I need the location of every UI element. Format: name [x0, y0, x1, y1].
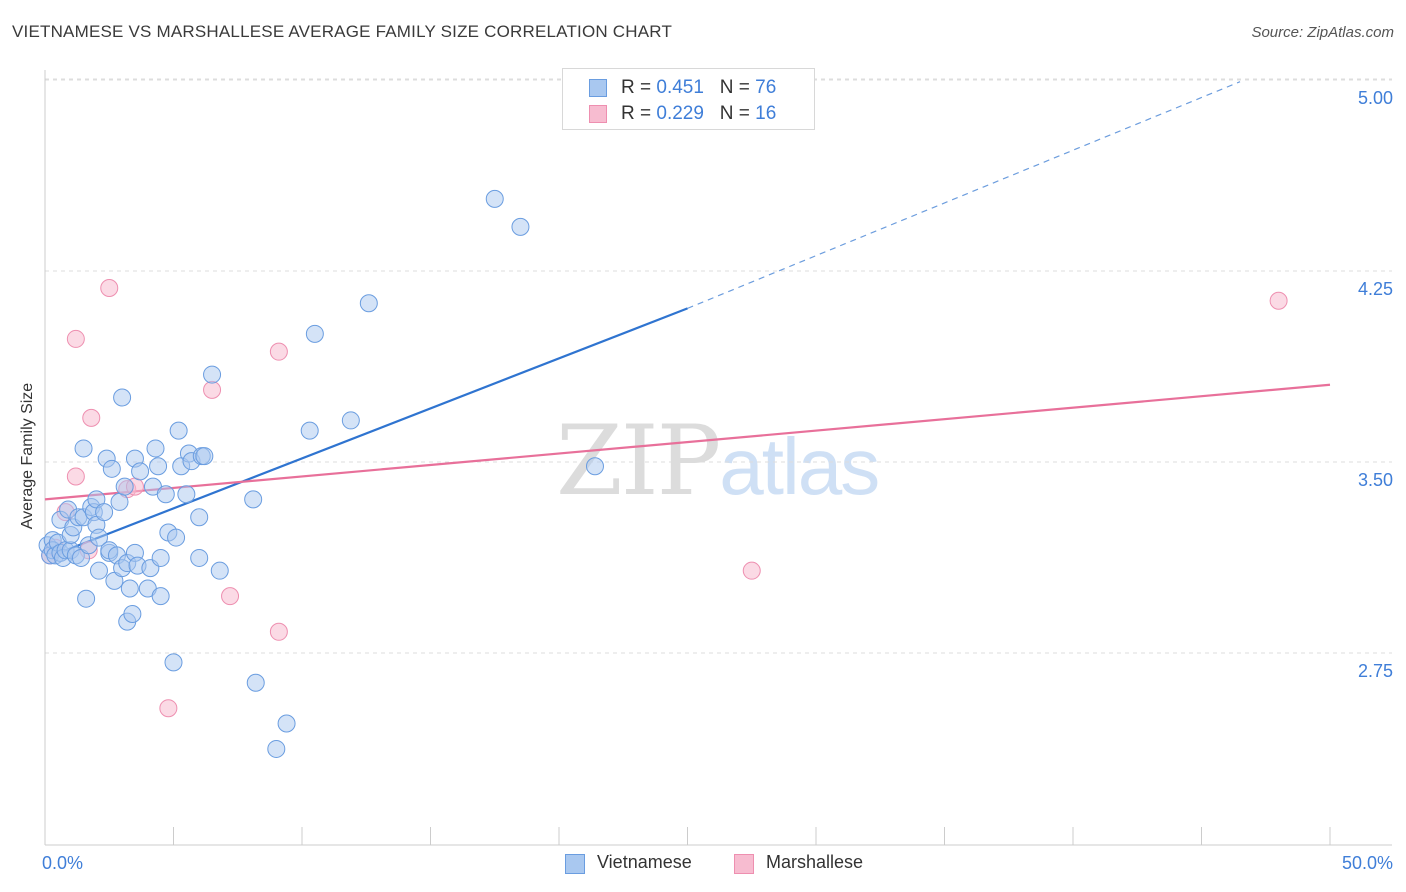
y-tick-label: 4.25: [1358, 279, 1393, 299]
vietnamese-point: [203, 365, 222, 384]
vietnamese-point: [277, 714, 296, 733]
vietnamese-n-value: 76: [755, 77, 777, 98]
x-tick-label-max: 50.0%: [1342, 853, 1393, 873]
marshallese-trend-line: [44, 383, 1331, 501]
marshallese-legend-label: Marshallese: [766, 852, 864, 872]
marshallese-point: [1269, 291, 1288, 310]
vietnamese-point: [95, 503, 114, 522]
vietnamese-point: [131, 462, 150, 481]
grid-lines: [45, 78, 1392, 654]
vietnamese-point: [77, 589, 96, 608]
vietnamese-point: [359, 294, 378, 313]
vietnamese-point: [113, 388, 132, 407]
y-tick-label: 5.00: [1358, 88, 1393, 108]
marshallese-point: [269, 342, 288, 361]
vietnamese-point: [110, 492, 129, 511]
vietnamese-trend-extension: [687, 81, 1241, 309]
axes: [44, 70, 1392, 846]
vietnamese-point: [485, 189, 504, 208]
correlation-legend: R = 0.451 N = 76 R = 0.229 N = 16: [562, 68, 815, 130]
marshallese-legend-swatch: [734, 854, 754, 874]
vietnamese-point: [120, 579, 139, 598]
vietnamese-point: [246, 673, 265, 692]
vietnamese-point: [89, 528, 108, 547]
legend-vietnamese-stats: R = 0.451 N = 76: [621, 77, 777, 98]
vietnamese-legend-swatch: [565, 854, 585, 874]
vietnamese-point: [151, 587, 170, 606]
marshallese-point: [66, 467, 85, 486]
marshallese-swatch: [589, 105, 607, 123]
vietnamese-point: [190, 508, 209, 527]
data-points: [38, 189, 1288, 758]
vietnamese-point: [102, 459, 121, 478]
vietnamese-point: [341, 411, 360, 430]
x-tick-label-min: 0.0%: [42, 853, 83, 873]
vietnamese-point: [115, 477, 134, 496]
vietnamese-point: [300, 421, 319, 440]
vietnamese-point: [305, 324, 324, 343]
vietnamese-point: [511, 217, 530, 236]
vietnamese-point: [74, 439, 93, 458]
marshallese-r-value: 0.229: [656, 103, 704, 124]
x-tick-labels: 0.0% 50.0%: [42, 853, 1393, 873]
vietnamese-trend-line: [52, 307, 688, 557]
vietnamese-point: [167, 528, 186, 547]
vietnamese-point: [146, 439, 165, 458]
y-tick-label: 3.50: [1358, 470, 1393, 490]
source-label: Source: ZipAtlas.com: [1251, 24, 1394, 41]
vietnamese-point: [244, 490, 263, 509]
vietnamese-point: [169, 421, 188, 440]
watermark-zip: ZIP: [556, 405, 721, 517]
vietnamese-swatch: [589, 79, 607, 97]
marshallese-point: [269, 622, 288, 641]
marshallese-point: [221, 587, 240, 606]
marshallese-n-value: 16: [755, 103, 777, 124]
vietnamese-r-value: 0.451: [656, 77, 704, 98]
vietnamese-point: [177, 485, 196, 504]
vietnamese-point: [164, 653, 183, 672]
vietnamese-point: [267, 739, 286, 758]
vietnamese-point: [156, 485, 175, 504]
vietnamese-point: [585, 457, 604, 476]
y-tick-labels: 2.75 3.50 4.25 5.00: [1358, 88, 1393, 681]
y-tick-label: 2.75: [1358, 661, 1393, 681]
chart-title: VIETNAMESE VS MARSHALLESE AVERAGE FAMILY…: [12, 22, 673, 41]
vietnamese-legend-label: Vietnamese: [597, 852, 692, 872]
vietnamese-point: [89, 561, 108, 580]
legend-marshallese-stats: R = 0.229 N = 16: [621, 103, 777, 124]
marshallese-point: [203, 380, 222, 399]
marshallese-point: [100, 279, 119, 297]
marshallese-point: [159, 699, 178, 718]
marshallese-point: [66, 329, 85, 348]
vietnamese-point: [149, 457, 168, 476]
trend-lines: [44, 81, 1331, 557]
vietnamese-point: [151, 548, 170, 567]
marshallese-point: [742, 561, 761, 580]
vietnamese-point: [190, 548, 209, 567]
marshallese-point: [82, 408, 101, 427]
vietnamese-point: [195, 447, 214, 466]
vietnamese-point: [123, 604, 142, 623]
vietnamese-point: [210, 561, 229, 580]
